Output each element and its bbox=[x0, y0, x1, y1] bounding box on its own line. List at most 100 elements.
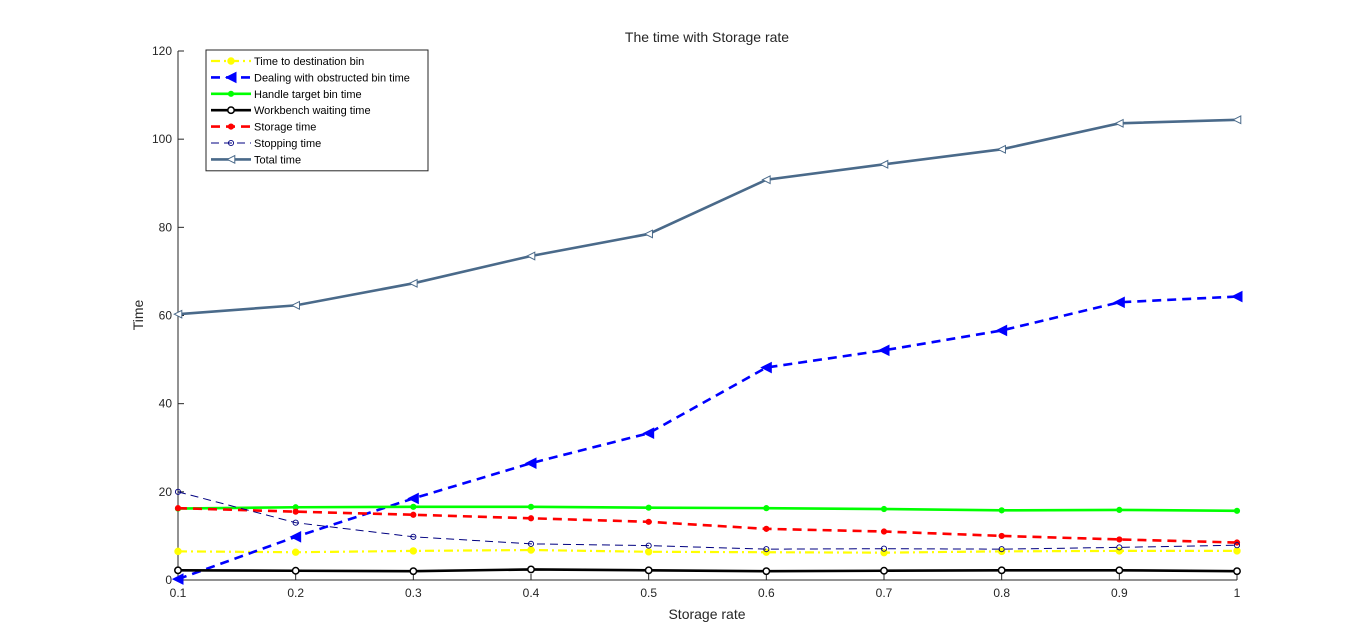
legend-entry-label: Storage time bbox=[254, 122, 316, 134]
data-point bbox=[408, 278, 418, 288]
y-tick-label: 80 bbox=[159, 220, 173, 234]
x-tick-label: 0.3 bbox=[405, 586, 422, 600]
y-tick-label: 60 bbox=[159, 309, 173, 323]
y-axis-label: Time bbox=[130, 299, 146, 330]
data-point bbox=[1230, 290, 1243, 303]
data-point bbox=[879, 159, 889, 169]
series-workbench-waiting-time bbox=[174, 565, 1241, 576]
data-point bbox=[410, 511, 417, 518]
data-point bbox=[227, 123, 235, 130]
x-tick-label: 0.8 bbox=[993, 586, 1010, 600]
y-tick-label: 40 bbox=[159, 397, 173, 411]
data-point bbox=[760, 361, 772, 374]
x-axis-label: Storage rate bbox=[668, 606, 745, 622]
x-tick-label: 0.4 bbox=[523, 586, 540, 600]
legend-entry-label: Dealing with obstructed bin time bbox=[254, 72, 410, 84]
legend-entry-label: Total time bbox=[254, 154, 301, 166]
data-point bbox=[227, 106, 235, 115]
data-point bbox=[292, 519, 299, 526]
axes: 0.1 0.2 0.3 0.4 0.5 0.6 0.7 0.8 0.9 1 0 20 40 60 80 100… bbox=[152, 44, 1241, 600]
y-tick-label: 20 bbox=[159, 485, 173, 499]
data-point bbox=[763, 525, 770, 532]
series-layer bbox=[171, 115, 1243, 585]
series-line bbox=[177, 118, 1238, 316]
series-storage-time bbox=[174, 505, 1241, 546]
data-point bbox=[407, 492, 419, 505]
data-point bbox=[1116, 506, 1123, 514]
x-tick-label: 0.2 bbox=[287, 586, 304, 600]
data-point bbox=[880, 545, 888, 552]
data-point bbox=[527, 546, 535, 554]
data-point bbox=[524, 457, 537, 469]
data-point bbox=[642, 427, 655, 440]
series-line bbox=[177, 506, 1238, 544]
series-dealing-with-obstructed-bin-time bbox=[171, 290, 1243, 585]
data-point bbox=[409, 547, 418, 555]
data-point bbox=[527, 503, 535, 510]
data-point bbox=[227, 90, 235, 97]
data-point bbox=[289, 530, 302, 543]
data-point bbox=[763, 505, 770, 512]
data-point bbox=[291, 548, 300, 556]
data-point bbox=[643, 229, 653, 239]
data-point bbox=[1233, 547, 1241, 555]
data-point bbox=[644, 548, 653, 556]
data-point bbox=[291, 566, 300, 575]
y-tick-label: 120 bbox=[152, 44, 172, 58]
data-point bbox=[995, 324, 1008, 337]
data-point bbox=[410, 533, 417, 540]
data-point bbox=[880, 505, 888, 513]
legend-entry-label: Time to destination bin bbox=[254, 56, 364, 68]
data-point bbox=[1233, 542, 1241, 549]
legend-entry-label: Stopping time bbox=[254, 138, 321, 150]
data-point bbox=[290, 300, 300, 310]
data-point bbox=[227, 139, 235, 147]
data-point bbox=[226, 154, 236, 165]
x-tick-label: 0.9 bbox=[1111, 586, 1128, 600]
data-point bbox=[527, 515, 535, 522]
data-point bbox=[227, 57, 235, 65]
series-total-time bbox=[173, 115, 1242, 319]
data-point bbox=[644, 566, 653, 575]
data-point bbox=[998, 507, 1005, 514]
chart-title: The time with Storage rate bbox=[625, 29, 789, 45]
series-stopping-time bbox=[174, 488, 1241, 553]
data-point bbox=[762, 567, 771, 576]
data-point bbox=[174, 566, 182, 575]
series-line bbox=[177, 295, 1238, 581]
x-tick-label: 0.7 bbox=[876, 586, 893, 600]
data-point bbox=[1114, 118, 1124, 128]
data-point bbox=[1232, 115, 1242, 125]
data-point bbox=[763, 546, 770, 553]
data-point bbox=[174, 547, 182, 556]
data-point bbox=[1116, 544, 1123, 551]
data-point bbox=[527, 565, 535, 574]
series-line bbox=[177, 548, 1237, 554]
data-point bbox=[174, 505, 182, 512]
data-point bbox=[880, 566, 888, 575]
y-tick-label: 0 bbox=[165, 573, 172, 587]
data-point bbox=[1115, 566, 1124, 575]
data-point bbox=[1233, 507, 1241, 514]
legend-entry-label: Handle target bin time bbox=[254, 89, 362, 101]
data-point bbox=[645, 542, 652, 549]
data-point bbox=[997, 566, 1006, 575]
x-tick-label: 0.1 bbox=[170, 586, 187, 600]
data-point bbox=[1113, 296, 1125, 309]
data-point bbox=[527, 540, 535, 547]
data-point bbox=[645, 504, 652, 511]
data-point bbox=[996, 144, 1006, 154]
data-point bbox=[174, 488, 182, 495]
series-line bbox=[177, 505, 1238, 513]
data-point bbox=[762, 548, 771, 556]
data-point bbox=[998, 546, 1005, 553]
y-tick-label: 100 bbox=[152, 132, 172, 146]
data-point bbox=[877, 344, 890, 357]
data-point bbox=[645, 518, 652, 525]
data-point bbox=[409, 567, 418, 576]
data-point bbox=[998, 532, 1005, 540]
data-point bbox=[880, 528, 888, 535]
x-tick-label: 0.5 bbox=[640, 586, 657, 600]
series-line bbox=[177, 568, 1238, 573]
